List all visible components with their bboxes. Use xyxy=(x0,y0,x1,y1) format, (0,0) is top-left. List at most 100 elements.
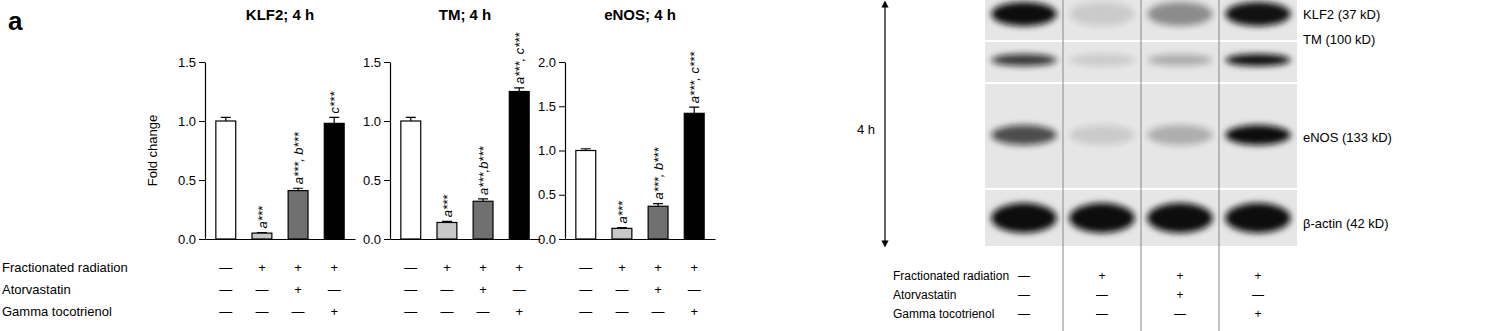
blot-band xyxy=(1069,54,1135,66)
y-tick: 1.5 xyxy=(178,55,205,70)
error-bar xyxy=(329,117,339,123)
blot-band xyxy=(1225,125,1291,145)
y-tick-mark xyxy=(199,121,205,122)
y-tick-mark xyxy=(199,62,205,63)
treatment-symbol: + xyxy=(479,260,487,275)
bar xyxy=(216,121,236,239)
treatment-symbol: + xyxy=(618,260,626,275)
error-bar xyxy=(257,232,267,234)
treatment-symbol: + xyxy=(330,304,338,319)
blot-band xyxy=(1069,125,1135,145)
significance-label: a*** xyxy=(615,200,630,223)
y-tick-mark xyxy=(199,180,205,181)
treatment-symbol: — xyxy=(1174,307,1186,321)
bar xyxy=(437,222,457,239)
treatment-symbol: + xyxy=(654,260,662,275)
y-tick-label: 1.5 xyxy=(538,99,556,114)
treatment-name: Fractionated radiation xyxy=(2,260,128,275)
band-label: TM (100 kD) xyxy=(1303,32,1375,47)
y-axis: 0.00.51.01.5 xyxy=(178,55,206,247)
treatment-symbol: + xyxy=(258,260,266,275)
bars xyxy=(576,107,704,239)
significance-label: a***, b*** xyxy=(291,131,306,184)
treatment-symbol: + xyxy=(443,260,451,275)
treatment-name: Gamma tocotrienol xyxy=(2,304,112,319)
blot-band xyxy=(1147,125,1213,145)
treatment-symbol: — xyxy=(440,282,453,297)
treatment-symbol: — xyxy=(219,260,232,275)
treatment-symbol: — xyxy=(1096,307,1108,321)
y-axis: 0.00.51.01.52.0 xyxy=(538,55,566,247)
error-bar xyxy=(581,149,591,151)
y-axis-line xyxy=(565,63,566,240)
treatment-symbol: + xyxy=(330,260,338,275)
significance-label: c*** xyxy=(327,91,342,114)
error-bar xyxy=(442,221,452,222)
treatment-symbol: — xyxy=(477,304,490,319)
treatment-symbol: — xyxy=(513,282,526,297)
bar xyxy=(252,233,272,239)
treatment-symbol: — xyxy=(1096,288,1108,302)
y-tick: 1.5 xyxy=(363,55,390,70)
bar xyxy=(612,228,632,239)
y-tick-mark xyxy=(384,239,390,240)
treatment-symbol: + xyxy=(515,260,523,275)
blot-band xyxy=(1147,2,1213,26)
treatment-symbol: — xyxy=(1018,288,1030,302)
y-tick: 0.0 xyxy=(363,232,390,247)
treatment-symbol: — xyxy=(579,260,592,275)
y-tick: 0.5 xyxy=(363,173,390,188)
treatment-symbol: — xyxy=(1018,269,1030,283)
y-tick: 1.5 xyxy=(538,99,565,114)
error-bar xyxy=(293,188,303,190)
significance-label: a*** xyxy=(440,194,455,217)
significance-label: a***, c*** xyxy=(687,51,702,103)
y-tick-label: 1.0 xyxy=(363,114,381,129)
y-tick: 1.0 xyxy=(538,143,565,158)
x-axis xyxy=(206,239,356,241)
chart: KLF2; 4 hFold changea***a***, b***c***0.… xyxy=(145,6,356,319)
y-tick-mark xyxy=(559,239,565,240)
treatment-symbol: + xyxy=(654,282,662,297)
treatment-symbol: — xyxy=(404,260,417,275)
y-tick-label: 1.0 xyxy=(538,143,556,158)
treatment-name: Gamma tocotrienol xyxy=(893,307,994,321)
treatment-symbol: — xyxy=(579,304,592,319)
y-tick-label: 0.0 xyxy=(178,232,196,247)
treatment-symbol: + xyxy=(1254,307,1261,321)
treatment-symbol: — xyxy=(1018,307,1030,321)
treatment-symbol: + xyxy=(690,260,698,275)
y-tick-mark xyxy=(559,151,565,152)
y-tick-mark xyxy=(199,239,205,240)
blot-band xyxy=(991,54,1057,66)
error-bar xyxy=(221,117,231,121)
chart-title: KLF2; 4 h xyxy=(246,6,314,23)
western-blot: KLF2 (37 kD)TM (100 kD)eNOS (133 kD)β-ac… xyxy=(857,0,1392,331)
band-label: β-actin (42 kD) xyxy=(1303,216,1389,231)
treatment-symbol: — xyxy=(615,282,628,297)
y-tick-label: 1.5 xyxy=(363,55,381,70)
blot-band xyxy=(1147,203,1213,233)
blot-band xyxy=(1225,54,1291,66)
error-bar xyxy=(653,204,663,207)
y-tick-label: 2.0 xyxy=(538,55,556,70)
chart: eNOS; 4 ha***a***, b***a***, c***0.00.51… xyxy=(538,6,716,319)
significance-label: a***, b*** xyxy=(651,147,666,200)
x-axis-line xyxy=(566,239,716,240)
chart-title: eNOS; 4 h xyxy=(604,6,676,23)
bar xyxy=(576,151,596,240)
lane-separator xyxy=(1063,0,1064,331)
y-tick: 0.0 xyxy=(178,232,205,247)
treatment-symbol: + xyxy=(1098,269,1105,283)
y-axis-title: Fold change xyxy=(145,115,160,187)
treatment-symbol: — xyxy=(328,282,341,297)
y-tick: 0.5 xyxy=(538,187,565,202)
blot-band xyxy=(991,203,1057,233)
treatment-symbol: — xyxy=(219,304,232,319)
treatment-symbol: — xyxy=(615,304,628,319)
bar xyxy=(684,113,704,239)
error-bar xyxy=(478,199,488,201)
figure: aFractionated radiationAtorvastatinGamma… xyxy=(0,0,1505,331)
y-tick: 2.0 xyxy=(538,55,565,70)
error-bar xyxy=(617,227,627,229)
